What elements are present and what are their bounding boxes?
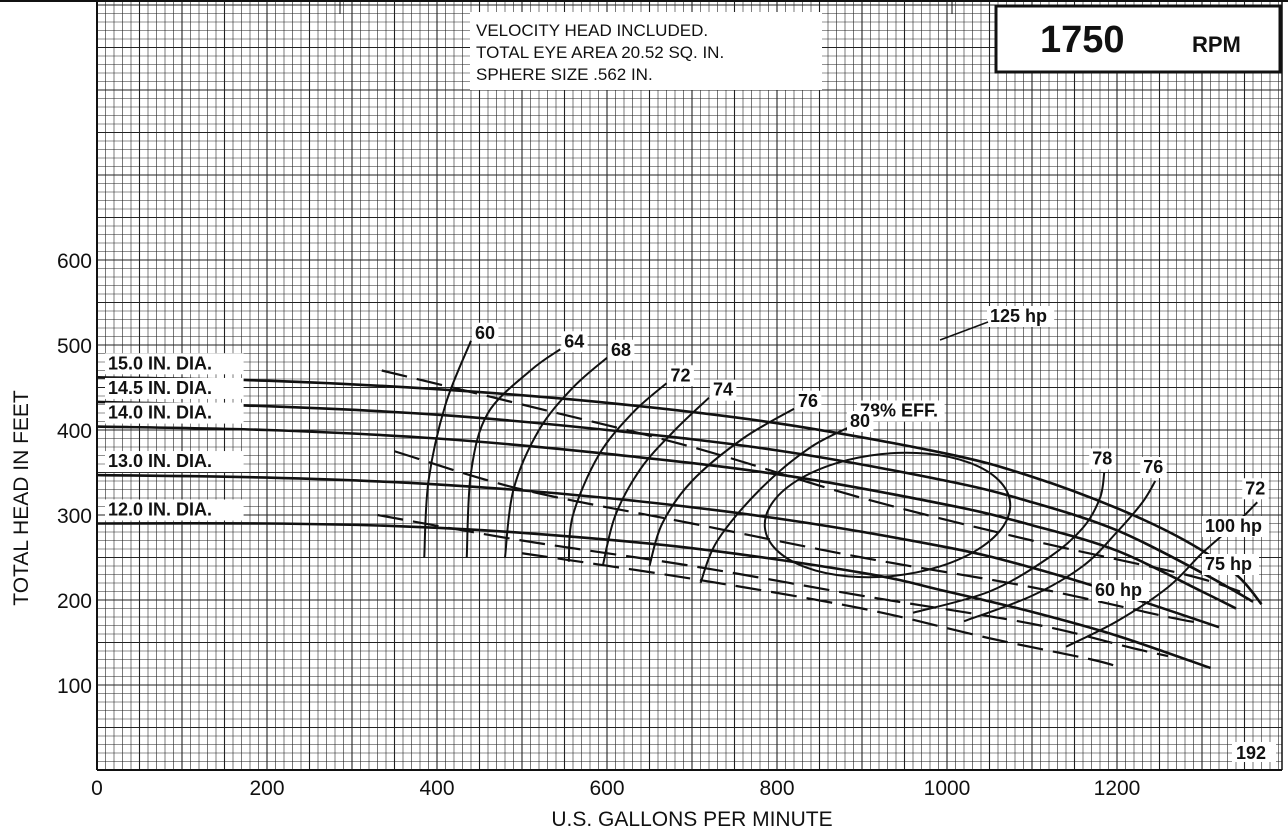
- efficiency-island-label-bg: [847, 411, 874, 432]
- efficiency-island-label: 80: [850, 411, 870, 431]
- efficiency-curve-4: [601, 396, 710, 567]
- efficiency-curve-label-bg: [608, 339, 635, 361]
- chart-annotations: 0 200 400 600 800 1000 1200 100 200 300 400 500 600 U…: [10, 4, 1282, 831]
- y-tick-label: 500: [57, 335, 92, 358]
- efficiency-curve-0: [423, 340, 472, 558]
- head-curve-label-bg: [105, 499, 244, 521]
- notes-box-bg: [470, 12, 822, 90]
- head-curve-4: [96, 522, 1211, 670]
- efficiency-curve-6: [699, 420, 863, 584]
- note-line: SPHERE SIZE .562 IN.: [476, 65, 653, 84]
- efficiency-curve-2: [504, 356, 608, 558]
- efficiency-curve-label: 72: [671, 365, 691, 385]
- curve-number-bg: [1232, 742, 1276, 762]
- efficiency-curve-label-bg: [1242, 478, 1269, 500]
- rpm-value: 1750: [1040, 19, 1125, 61]
- head-curve-label: 15.0 IN. DIA.: [108, 353, 212, 373]
- power-curve-label: 60 hp: [1095, 580, 1142, 600]
- y-axis-label: TOTAL HEAD IN FEET: [10, 390, 33, 606]
- efficiency-curve-label-bg: [795, 390, 822, 412]
- power-label-leader: [939, 321, 989, 341]
- x-tick-label: 800: [759, 777, 794, 800]
- power-curve-label-bg: [1202, 554, 1259, 575]
- head-curve-label-bg: [105, 377, 244, 399]
- efficiency-curve-3: [567, 382, 668, 562]
- efficiency-island-80: [763, 451, 1012, 579]
- efficiency-curve-label: 78% EFF.: [860, 401, 938, 421]
- power-curve-label-bg: [1202, 516, 1270, 537]
- x-tick-label: 400: [419, 777, 454, 800]
- x-tick-label: 600: [589, 777, 624, 800]
- curve-number: 192: [1236, 743, 1266, 763]
- efficiency-curve-1: [465, 348, 561, 558]
- efficiency-curve-label-bg: [857, 400, 945, 422]
- head-curve-1: [96, 400, 1254, 603]
- power-curve-label: 75 hp: [1205, 554, 1252, 574]
- power-curve-label: 100 hp: [1205, 516, 1262, 536]
- head-curve-label: 13.0 IN. DIA.: [108, 451, 212, 471]
- head-curve-label-bg: [105, 353, 244, 375]
- efficiency-curve-label-bg: [472, 322, 499, 344]
- power-curve-2: [377, 513, 1169, 658]
- grid: [96, 0, 1283, 771]
- efficiency-curve-label-bg: [1140, 457, 1167, 478]
- x-tick-label: 0: [91, 777, 103, 800]
- power-curve-0: [381, 369, 1241, 593]
- efficiency-curve-label-bg: [667, 365, 694, 387]
- power-curve-1: [394, 450, 1203, 625]
- note-line: VELOCITY HEAD INCLUDED.: [476, 21, 708, 40]
- y-tick-label: 300: [57, 505, 92, 528]
- efficiency-curve-label: 68: [611, 340, 631, 360]
- efficiency-curve-label: 76: [798, 391, 818, 411]
- x-axis-label: U.S. GALLONS PER MINUTE: [551, 808, 832, 830]
- head-curve-label-bg: [105, 451, 244, 473]
- y-tick-label: 200: [57, 590, 92, 613]
- efficiency-curve-label-bg: [1089, 448, 1116, 470]
- chart-series: [96, 340, 1263, 670]
- efficiency-curve-7: [912, 472, 1106, 614]
- efficiency-curve-label-bg: [710, 379, 737, 401]
- y-tick-label: 600: [57, 250, 92, 273]
- head-curve-label: 14.0 IN. DIA.: [108, 403, 212, 423]
- x-tick-label: 1200: [1094, 777, 1141, 800]
- power-curve-label-bg: [1092, 580, 1149, 601]
- efficiency-curve-label: 60: [475, 323, 495, 343]
- power-curve-label: 125 hp: [990, 306, 1047, 326]
- head-curve-label: 12.0 IN. DIA.: [108, 500, 212, 520]
- x-tick-label: 1000: [924, 777, 971, 800]
- efficiency-curve-label: 72: [1245, 478, 1265, 498]
- power-curve-label-bg: [987, 306, 1055, 327]
- efficiency-curve-label: 78: [1092, 449, 1112, 469]
- head-curve-label-bg: [105, 402, 244, 424]
- head-curve-0: [96, 376, 1263, 606]
- efficiency-curve-5: [648, 407, 795, 567]
- y-tick-label: 100: [57, 675, 92, 698]
- head-curve-3: [96, 473, 1220, 629]
- rpm-box: [994, 4, 1282, 74]
- power-curve-3: [521, 552, 1122, 670]
- efficiency-curve-label: 64: [564, 331, 584, 351]
- efficiency-curve-label: 74: [713, 380, 733, 400]
- note-line: TOTAL EYE AREA 20.52 SQ. IN.: [476, 43, 724, 62]
- head-curve-label: 14.5 IN. DIA.: [108, 378, 212, 398]
- efficiency-curve-label-bg: [561, 331, 588, 353]
- x-tick-label: 200: [249, 777, 284, 800]
- rpm-unit: RPM: [1192, 32, 1241, 57]
- y-tick-label: 400: [57, 420, 92, 443]
- efficiency-curve-8: [963, 480, 1157, 623]
- efficiency-curve-label: 76: [1143, 457, 1163, 477]
